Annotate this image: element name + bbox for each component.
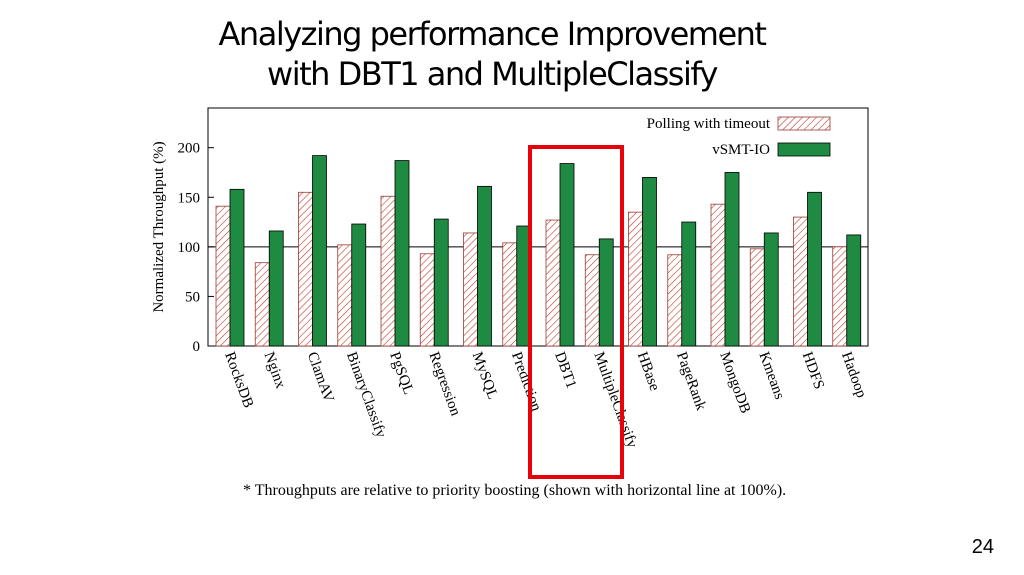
x-tick-label: DBT1	[551, 350, 579, 391]
x-tick-label: PgSQL	[386, 350, 416, 397]
title-line-2: with DBT1 and MultipleClassify	[267, 55, 718, 93]
x-tick-label: Prediction	[508, 350, 544, 414]
bar-polling-Kmeans	[749, 248, 765, 347]
bar-vsmt-PgSQL	[394, 160, 410, 347]
bar-vsmt-MySQL	[477, 185, 492, 347]
legend-label-polling: Polling with timeout	[647, 116, 771, 132]
bar-polling-PgSQL	[380, 195, 396, 347]
bar-polling-ClamAV	[298, 191, 313, 347]
bar-vsmt-HDFS	[807, 191, 822, 347]
bar-polling-Prediction	[502, 242, 518, 347]
x-tick-label: PageRank	[673, 350, 709, 413]
legend-swatch-polling	[777, 116, 831, 131]
x-tick-label: Nginx	[260, 350, 288, 391]
x-tick-label: MultipleClassify	[590, 350, 640, 451]
bar-polling-Hadoop	[832, 246, 848, 347]
legend-swatch-vsmt	[777, 142, 831, 157]
bar-polling-MySQL	[463, 232, 478, 347]
y-tick-label: 200	[178, 141, 201, 157]
x-tick-label: ClamAV	[304, 350, 337, 405]
y-tick-label: 0	[193, 339, 201, 355]
x-tick-label: Kmeans	[755, 350, 787, 402]
x-tick-label: MySQL	[469, 350, 501, 402]
bar-polling-PageRank	[667, 254, 683, 347]
bar-polling-HBase	[628, 211, 643, 347]
x-tick-label: HDFS	[799, 350, 827, 392]
bar-polling-Regression	[419, 253, 435, 347]
bar-polling-DBT1	[545, 219, 561, 347]
bar-vsmt-Hadoop	[846, 234, 862, 347]
x-tick-label: Regression	[425, 350, 463, 419]
bar-vsmt-HBase	[642, 177, 657, 347]
x-tick-label: RocksDB	[221, 350, 256, 410]
bar-vsmt-MultipleClassify	[598, 238, 614, 347]
y-tick-label: 50	[185, 289, 200, 305]
y-axis-label: Normalized Throughput (%)	[151, 141, 167, 312]
bar-vsmt-Kmeans	[763, 232, 779, 347]
bar-polling-BinaryClassify	[337, 244, 353, 347]
bar-polling-Nginx	[254, 262, 270, 347]
x-tick-label: MongoDB	[716, 350, 753, 416]
bar-vsmt-MongoDB	[724, 172, 740, 347]
bar-vsmt-BinaryClassify	[351, 223, 367, 347]
highlight-box	[528, 145, 624, 479]
page-number: 24	[971, 536, 994, 558]
slide-title: Analyzing performance Improvement with D…	[0, 14, 984, 94]
bar-polling-RocksDB	[215, 205, 231, 347]
bar-vsmt-ClamAV	[312, 155, 327, 347]
bar-vsmt-RocksDB	[229, 188, 245, 347]
bar-vsmt-PageRank	[681, 221, 697, 347]
bar-polling-MongoDB	[710, 203, 726, 347]
legend-label-vsmt: vSMT-IO	[712, 142, 770, 158]
bar-polling-HDFS	[793, 216, 808, 347]
plot-frame	[207, 107, 869, 347]
y-tick-label: 100	[178, 240, 201, 256]
title-line-1: Analyzing performance Improvement	[218, 15, 767, 53]
footnote: * Throughputs are relative to priority b…	[243, 482, 787, 499]
y-tick-label: 150	[178, 190, 201, 206]
bar-vsmt-DBT1	[559, 163, 575, 347]
x-tick-label: Hadoop	[838, 350, 869, 400]
x-tick-label: BinaryClassify	[343, 350, 389, 441]
bar-polling-MultipleClassify	[584, 254, 600, 347]
bar-vsmt-Regression	[433, 218, 449, 347]
x-tick-label: HBase	[634, 350, 663, 393]
bar-vsmt-Nginx	[268, 230, 284, 347]
